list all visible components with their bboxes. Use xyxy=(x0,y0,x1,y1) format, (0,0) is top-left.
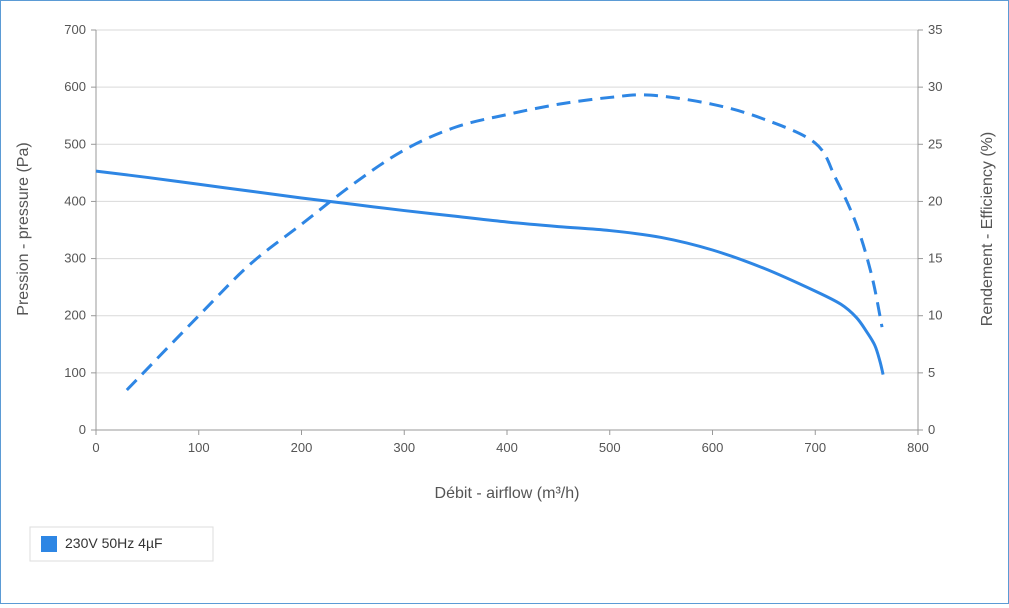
x-tick-label: 600 xyxy=(702,440,724,455)
y-right-tick-label: 30 xyxy=(928,79,942,94)
y-left-tick-label: 700 xyxy=(64,22,86,37)
x-axis-label: Débit - airflow (m³/h) xyxy=(435,485,580,502)
x-tick-label: 0 xyxy=(92,440,99,455)
x-tick-label: 400 xyxy=(496,440,518,455)
series-line-efficiency xyxy=(125,93,884,392)
x-tick-label: 100 xyxy=(188,440,210,455)
grid-lines xyxy=(96,29,918,374)
y-left-tick-label: 100 xyxy=(64,365,86,380)
y-left-tick-label: 500 xyxy=(64,136,86,151)
y-right-axis-label: Rendement - Efficiency (%) xyxy=(979,132,996,326)
y-left-tick-label: 600 xyxy=(64,79,86,94)
y-left-axis-label: Pression - pressure (Pa) xyxy=(15,142,32,315)
series-line-pressure xyxy=(95,169,885,375)
tick-labels: 0 100 200 300 400 500 600 700 800010020030040050… xyxy=(64,22,942,455)
x-tick-label: 500 xyxy=(599,440,621,455)
y-right-tick-label: 20 xyxy=(928,193,942,208)
y-right-tick-label: 0 xyxy=(928,422,935,437)
x-tick-label: 700 xyxy=(804,440,826,455)
y-right-tick-label: 25 xyxy=(928,136,942,151)
series-lines xyxy=(95,93,885,392)
y-right-tick-label: 35 xyxy=(928,22,942,37)
legend-box xyxy=(29,526,214,562)
x-tick-label: 200 xyxy=(291,440,313,455)
legend-swatch xyxy=(41,536,57,552)
legend: 230V 50Hz 4µF xyxy=(29,526,214,562)
axes xyxy=(95,30,919,431)
y-left-tick-label: 200 xyxy=(64,308,86,323)
y-left-tick-label: 400 xyxy=(64,193,86,208)
y-right-tick-label: 15 xyxy=(928,251,942,266)
y-left-tick-label: 300 xyxy=(64,251,86,266)
x-tick-label: 300 xyxy=(393,440,415,455)
legend-label: 230V 50Hz 4µF xyxy=(65,535,163,551)
y-right-tick-label: 5 xyxy=(928,365,935,380)
y-right-tick-label: 10 xyxy=(928,308,942,323)
y-left-tick-label: 0 xyxy=(79,422,86,437)
x-tick-label: 800 xyxy=(907,440,929,455)
